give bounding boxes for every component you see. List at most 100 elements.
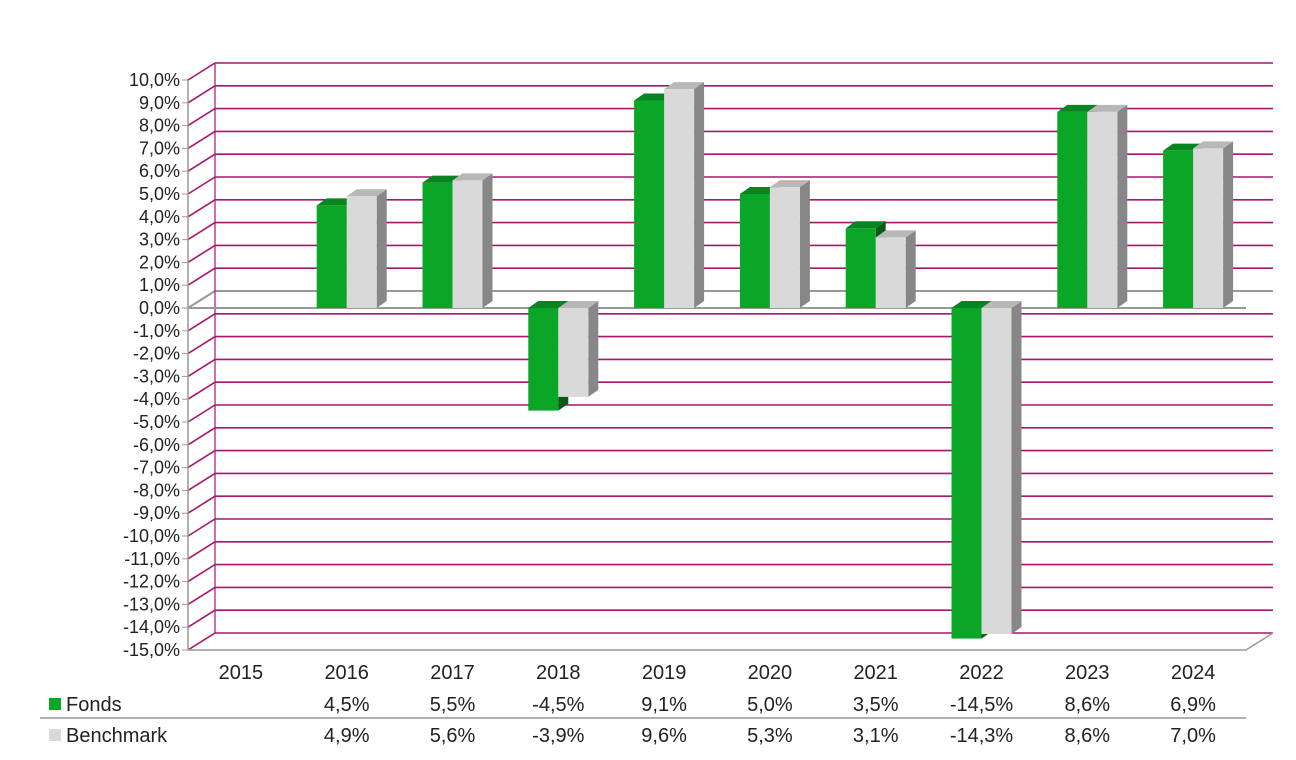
- side-gridline: [187, 221, 216, 241]
- data-label-fonds: 6,9%: [1170, 694, 1216, 716]
- data-label-fonds: 8,6%: [1065, 694, 1111, 716]
- bars: [316, 82, 1234, 639]
- bar-top-fonds-2023: [1057, 104, 1098, 112]
- bar-top-fonds-2022: [951, 301, 992, 308]
- y-tick-label: -15,0%: [123, 640, 180, 660]
- bar-side-benchmark-2023: [1117, 104, 1128, 308]
- y-tick-label: 3,0%: [139, 230, 180, 250]
- data-label-fonds: -14,5%: [950, 694, 1014, 716]
- y-tick-label: -9,0%: [133, 503, 180, 523]
- side-gridline: [187, 313, 216, 332]
- legend-swatch-benchmark: [49, 729, 61, 741]
- bar-fonds-2017: [422, 182, 453, 308]
- bar-top-benchmark-2017: [452, 173, 493, 181]
- bar-benchmark-2016: [346, 196, 377, 308]
- side-gridline: [187, 427, 216, 446]
- bar-benchmark-2019: [664, 89, 695, 309]
- bar-side-benchmark-2019: [694, 82, 705, 309]
- side-gridline: [187, 85, 216, 104]
- y-tick-label: 8,0%: [139, 116, 180, 136]
- data-label-benchmark: 4,9%: [324, 725, 370, 747]
- y-tick-label: 5,0%: [139, 184, 180, 204]
- side-gridline: [187, 404, 216, 423]
- bar-top-benchmark-2020: [769, 180, 810, 188]
- side-gridline: [187, 153, 216, 172]
- bar-top-benchmark-2023: [1087, 104, 1128, 112]
- category-label: 2024: [1171, 662, 1216, 684]
- y-tick-label: -1,0%: [133, 321, 180, 341]
- side-gridline: [187, 586, 216, 606]
- bar-fonds-2021: [845, 228, 876, 308]
- category-label: 2021: [853, 662, 898, 684]
- side-gridline: [187, 541, 216, 560]
- y-tick-label: 10,0%: [129, 70, 180, 90]
- bar-side-benchmark-2024: [1223, 141, 1234, 308]
- bar-benchmark-2024: [1193, 148, 1224, 308]
- y-tick-label: 1,0%: [139, 275, 180, 295]
- y-tick-label: -12,0%: [123, 572, 180, 592]
- data-label-fonds: -4,5%: [532, 694, 584, 716]
- bar-side-benchmark-2016: [376, 189, 387, 308]
- bar-benchmark-2020: [769, 187, 800, 308]
- bar-top-benchmark-2016: [346, 189, 387, 197]
- bar-side-benchmark-2017: [482, 173, 493, 308]
- side-gridline: [187, 335, 216, 355]
- bar-benchmark-2018: [558, 308, 589, 397]
- category-label: 2023: [1065, 662, 1110, 684]
- bar-top-benchmark-2019: [664, 82, 705, 90]
- bar-fonds-2024: [1163, 150, 1194, 308]
- data-label-fonds: 5,5%: [430, 694, 476, 716]
- side-gridline: [187, 62, 216, 81]
- side-gridline: [187, 244, 216, 264]
- side-gridline: [187, 495, 216, 514]
- legend-label-benchmark: Benchmark: [66, 725, 168, 747]
- data-label-fonds: 9,1%: [641, 694, 687, 716]
- category-label: 2017: [430, 662, 475, 684]
- y-tick-label: 4,0%: [139, 207, 180, 227]
- y-tick-label: -10,0%: [123, 526, 180, 546]
- bar-benchmark-2022: [981, 308, 1012, 635]
- data-table: 2015 2016 4,5% 4,9% 2017 5,5% 5,6% 2018 -4,5% -3,…: [40, 662, 1246, 747]
- bar-top-fonds-2018: [528, 301, 569, 308]
- data-label-benchmark: 5,6%: [430, 725, 476, 747]
- side-gridline: [187, 609, 216, 628]
- y-tick-label: -6,0%: [133, 435, 180, 455]
- bar-fonds-2016: [316, 205, 347, 308]
- data-label-benchmark: 8,6%: [1065, 725, 1111, 747]
- data-label-benchmark: 7,0%: [1170, 725, 1216, 747]
- y-tick-label: -14,0%: [123, 617, 180, 637]
- category-label: 2022: [959, 662, 1004, 684]
- bar-side-benchmark-2018: [588, 301, 599, 397]
- y-tick-label: 7,0%: [139, 138, 180, 158]
- legend-label-fonds: Fonds: [66, 694, 122, 716]
- y-tick-label: -5,0%: [133, 412, 180, 432]
- y-tick-label: -4,0%: [133, 389, 180, 409]
- y-tick-label: -7,0%: [133, 458, 180, 478]
- bar-fonds-2020: [739, 194, 770, 308]
- data-label-benchmark: 5,3%: [747, 725, 793, 747]
- y-tick-label: -8,0%: [133, 480, 180, 500]
- data-label-fonds: 4,5%: [324, 694, 370, 716]
- data-label-benchmark: 3,1%: [853, 725, 899, 747]
- y-tick-label: 9,0%: [139, 93, 180, 113]
- bar-fonds-2019: [634, 100, 665, 309]
- side-gridline: [187, 267, 216, 286]
- bar-benchmark-2021: [875, 237, 906, 308]
- y-tick-label: 6,0%: [139, 161, 180, 181]
- y-tick-label: -11,0%: [124, 549, 180, 569]
- side-gridline: [187, 449, 216, 469]
- data-label-benchmark: -3,9%: [532, 725, 584, 747]
- side-gridline: [187, 176, 216, 195]
- data-label-fonds: 3,5%: [853, 694, 899, 716]
- category-label: 2016: [324, 662, 369, 684]
- data-label-fonds: 5,0%: [747, 694, 793, 716]
- category-label: 2019: [642, 662, 687, 684]
- bar-fonds-2023: [1057, 111, 1088, 308]
- data-label-benchmark: -14,3%: [950, 725, 1014, 747]
- bar-benchmark-2023: [1087, 111, 1118, 308]
- bar-top-fonds-2021: [845, 221, 886, 229]
- bar-fonds-2022: [951, 308, 982, 639]
- bar-benchmark-2017: [452, 180, 483, 308]
- side-gridline: [187, 358, 216, 378]
